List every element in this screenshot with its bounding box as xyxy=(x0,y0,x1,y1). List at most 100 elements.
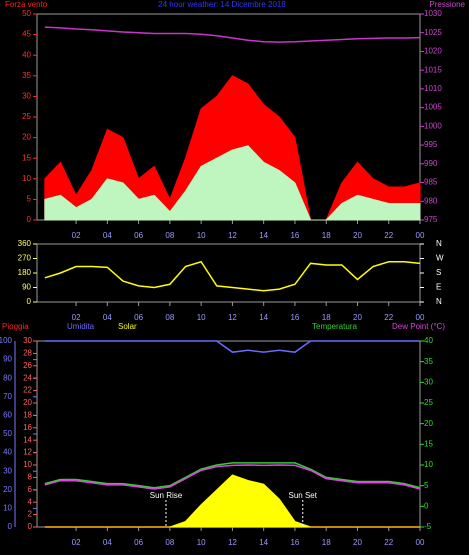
y-tick-label: 270 xyxy=(18,254,32,263)
x-tick-label: 02 xyxy=(72,538,81,547)
x-tick-label: 16 xyxy=(290,313,299,322)
y-tick-label: 975 xyxy=(424,215,438,224)
y-tick-label: 25 xyxy=(22,112,31,121)
legend-entry: Umidita xyxy=(67,322,95,331)
y-tick-label: 360 xyxy=(18,239,32,248)
x-tick-label: 12 xyxy=(228,538,237,547)
x-tick-label: 04 xyxy=(103,313,112,322)
y-tick-label: 10 xyxy=(23,460,32,469)
y-tick-label: 20 xyxy=(23,398,32,407)
chart-title: 24 hour weather: 14 Dicembre 2018 xyxy=(158,0,286,9)
y-tick-label: 20 xyxy=(424,419,433,428)
x-tick-label: 04 xyxy=(103,538,112,547)
x-tick-label: 12 xyxy=(228,313,237,322)
y-tick-label: 180 xyxy=(18,268,32,277)
y-tick-label: 30 xyxy=(23,336,32,345)
y-tick-label: 22 xyxy=(23,386,32,395)
series-area xyxy=(44,75,421,221)
y-tick-label: 14 xyxy=(23,435,32,444)
x-tick-label: 20 xyxy=(353,231,362,240)
x-tick-label: 10 xyxy=(197,313,206,322)
y-tick-label: 1005 xyxy=(424,103,442,112)
y-tick-label: 40 xyxy=(3,448,12,457)
y-tick-label: 995 xyxy=(424,140,438,149)
y-tick-label: 24 xyxy=(23,373,32,382)
y-tick-label: 35 xyxy=(22,71,31,80)
x-tick-label: 00 xyxy=(416,231,425,240)
x-tick-label: 14 xyxy=(259,231,268,240)
y-tick-label: 12 xyxy=(23,448,32,457)
y-tick-label: 80 xyxy=(3,373,12,382)
x-tick-label: 18 xyxy=(322,313,331,322)
x-tick-label: 06 xyxy=(134,538,143,547)
y-tick-label: 10 xyxy=(3,504,12,513)
y-tick-label: 10 xyxy=(424,460,433,469)
x-tick-label: 08 xyxy=(165,231,174,240)
y-tick-label: N xyxy=(436,297,442,306)
series-area xyxy=(44,474,420,528)
y-tick-label: 18 xyxy=(23,411,32,420)
y-tick-label: 15 xyxy=(424,439,433,448)
y-tick-label: 6 xyxy=(28,485,33,494)
series-line xyxy=(44,260,421,292)
y-tick-label: 1030 xyxy=(424,9,442,18)
y-tick-label: 985 xyxy=(424,178,438,187)
plot-frame xyxy=(36,243,421,303)
y-tick-label: 30 xyxy=(3,466,12,475)
legend-entry: Dew Point (°C) xyxy=(392,322,445,331)
y2-axis-label: Pressione xyxy=(429,0,465,9)
x-tick-label: 22 xyxy=(384,313,393,322)
y-tick-label: 8 xyxy=(28,473,33,482)
y-tick-label: 5 xyxy=(27,195,32,204)
x-tick-label: 10 xyxy=(197,538,206,547)
y-tick-label: E xyxy=(436,283,441,292)
y-tick-label: 50 xyxy=(3,429,12,438)
y-tick-label: 0 xyxy=(27,215,32,224)
x-tick-label: 12 xyxy=(228,231,237,240)
legend-entry: Pioggia xyxy=(2,322,29,331)
y-tick-label: 70 xyxy=(3,392,12,401)
x-tick-label: 02 xyxy=(72,313,81,322)
series-line xyxy=(44,462,421,489)
x-tick-label: 00 xyxy=(416,538,425,547)
y-tick-label: 50 xyxy=(22,9,31,18)
y-tick-label: 0 xyxy=(28,522,33,531)
x-tick-label: 14 xyxy=(259,313,268,322)
series-line xyxy=(44,26,421,43)
x-tick-label: 14 xyxy=(259,538,268,547)
y-tick-label: 45 xyxy=(22,30,31,39)
y-tick-label: 20 xyxy=(22,133,31,142)
series-area xyxy=(44,145,421,221)
annotation: Sun Set xyxy=(289,491,318,500)
y-tick-label: 90 xyxy=(22,283,31,292)
y-tick-label: 990 xyxy=(424,159,438,168)
y-tick-label: 40 xyxy=(22,50,31,59)
y-tick-label: 16 xyxy=(23,423,32,432)
y-tick-label: 980 xyxy=(424,196,438,205)
y-tick-label: N xyxy=(436,239,442,248)
y-tick-label: 2 xyxy=(28,510,33,519)
x-tick-label: 22 xyxy=(384,231,393,240)
legend-entry: Temperatura xyxy=(312,322,357,331)
y-tick-label: 35 xyxy=(424,357,433,366)
y-tick-label: 0 xyxy=(424,501,429,510)
y-tick-label: 10 xyxy=(22,174,31,183)
x-tick-label: 08 xyxy=(165,313,174,322)
series-line xyxy=(44,340,420,353)
y-tick-label: W xyxy=(436,254,444,263)
y-tick-label: 25 xyxy=(424,398,433,407)
y-tick-label: 60 xyxy=(3,411,12,420)
x-tick-label: 06 xyxy=(134,231,143,240)
y-tick-label: 1025 xyxy=(424,28,442,37)
x-tick-label: 06 xyxy=(134,313,143,322)
y-tick-label: 1010 xyxy=(424,84,442,93)
x-tick-label: 18 xyxy=(322,231,331,240)
x-tick-label: 22 xyxy=(384,538,393,547)
y-tick-label: 20 xyxy=(3,485,12,494)
y-axis-label: Forza vento xyxy=(5,0,48,9)
y-tick-label: 30 xyxy=(22,92,31,101)
x-tick-label: 10 xyxy=(197,231,206,240)
y-tick-label: 4 xyxy=(28,497,33,506)
x-tick-label: 18 xyxy=(322,538,331,547)
x-tick-label: 00 xyxy=(416,313,425,322)
